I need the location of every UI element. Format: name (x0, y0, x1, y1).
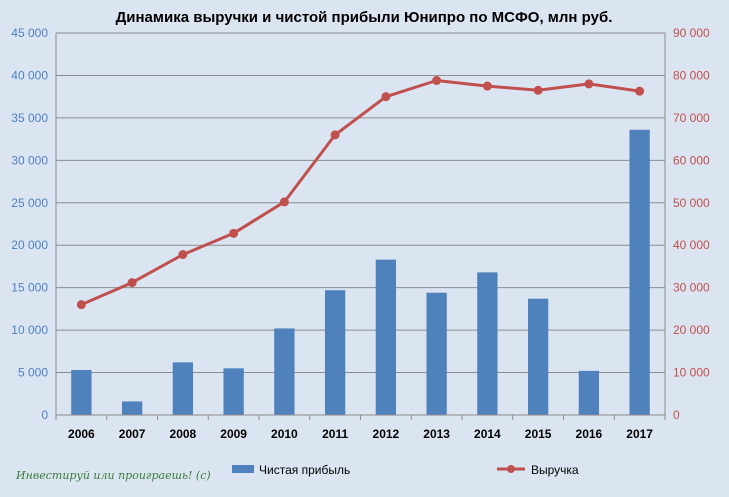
x-axis-tick-label: 2015 (525, 427, 552, 441)
right-axis-tick-label: 30 000 (673, 281, 710, 295)
point-revenue (127, 278, 137, 288)
line-revenue (80, 79, 640, 306)
x-axis-tick-label: 2006 (68, 427, 95, 441)
left-axis-tick-label: 45 000 (11, 26, 48, 40)
point-revenue (635, 86, 645, 96)
x-axis-tick-label: 2017 (626, 427, 653, 441)
right-axis-tick-label: 80 000 (673, 68, 710, 82)
right-axis-tick-label: 90 000 (673, 26, 710, 40)
bar-net-profit (375, 259, 397, 415)
point-revenue (279, 197, 289, 207)
point-revenue (584, 79, 594, 89)
legend-swatch-net-profit (232, 465, 254, 473)
point-revenue (482, 81, 492, 91)
point-revenue (533, 85, 543, 95)
left-axis-tick-label: 20 000 (11, 238, 48, 252)
right-axis-tick-label: 10 000 (673, 366, 710, 380)
left-axis-tick-label: 30 000 (11, 153, 48, 167)
x-axis-tick-label: 2016 (576, 427, 603, 441)
left-axis-tick-label: 15 000 (11, 281, 48, 295)
x-axis-tick-label: 2012 (373, 427, 400, 441)
left-axis-tick-label: 0 (41, 408, 48, 422)
left-axis-tick-label: 10 000 (11, 323, 48, 337)
x-axis-tick-label: 2008 (170, 427, 197, 441)
left-axis-tick-label: 25 000 (11, 196, 48, 210)
right-axis-tick-label: 40 000 (673, 238, 710, 252)
bar-net-profit (274, 328, 295, 415)
watermark-text: Инвестируй или проиграешь! (с) (15, 469, 211, 482)
point-revenue (229, 228, 239, 238)
x-axis-tick-label: 2009 (220, 427, 247, 441)
x-axis-tick-label: 2014 (474, 427, 501, 441)
bar-net-profit (324, 290, 346, 415)
legend-swatch-revenue-marker (507, 465, 515, 473)
bar-net-profit (477, 272, 498, 415)
point-revenue (381, 92, 391, 102)
bar-net-profit (527, 298, 549, 415)
bar-net-profit (71, 370, 92, 415)
axes (55, 33, 666, 420)
x-axis-tick-label: 2013 (423, 427, 450, 441)
right-axis-tick-label: 60 000 (673, 153, 710, 167)
left-axis-tick-label: 40 000 (11, 68, 48, 82)
bar-net-profit (172, 362, 194, 415)
legend-label-revenue: Выручка (531, 463, 579, 477)
point-revenue (432, 76, 442, 86)
right-axis-tick-label: 20 000 (673, 323, 710, 337)
bar-net-profit (426, 292, 447, 415)
gridlines (56, 32, 665, 416)
x-axis-tick-label: 2007 (119, 427, 146, 441)
tick-labels: 0 0 5 000 10 000 10 000 20 000 15 000 30 000 20 … (11, 26, 710, 441)
left-axis-tick-label: 5 000 (18, 366, 48, 380)
bar-net-profit (629, 129, 650, 416)
x-axis-tick-label: 2011 (322, 427, 348, 441)
bar-series-net-profit (71, 129, 650, 416)
chart-title: Динамика выручки и чистой прибыли Юнипро… (116, 9, 613, 26)
point-revenue (178, 250, 188, 260)
bar-net-profit (578, 370, 600, 415)
left-axis-tick-label: 35 000 (11, 111, 48, 125)
point-revenue (330, 130, 340, 140)
right-axis-tick-label: 50 000 (673, 196, 710, 210)
right-axis-tick-label: 70 000 (673, 111, 710, 125)
bar-net-profit (121, 401, 143, 415)
right-axis-tick-label: 0 (673, 408, 680, 422)
line-series-revenue (76, 76, 645, 310)
bar-net-profit (223, 368, 244, 415)
legend: Чистая прибыль Выручка (232, 463, 579, 477)
legend-label-net-profit: Чистая прибыль (259, 463, 350, 477)
x-axis-tick-label: 2010 (271, 427, 298, 441)
point-revenue (76, 300, 86, 310)
